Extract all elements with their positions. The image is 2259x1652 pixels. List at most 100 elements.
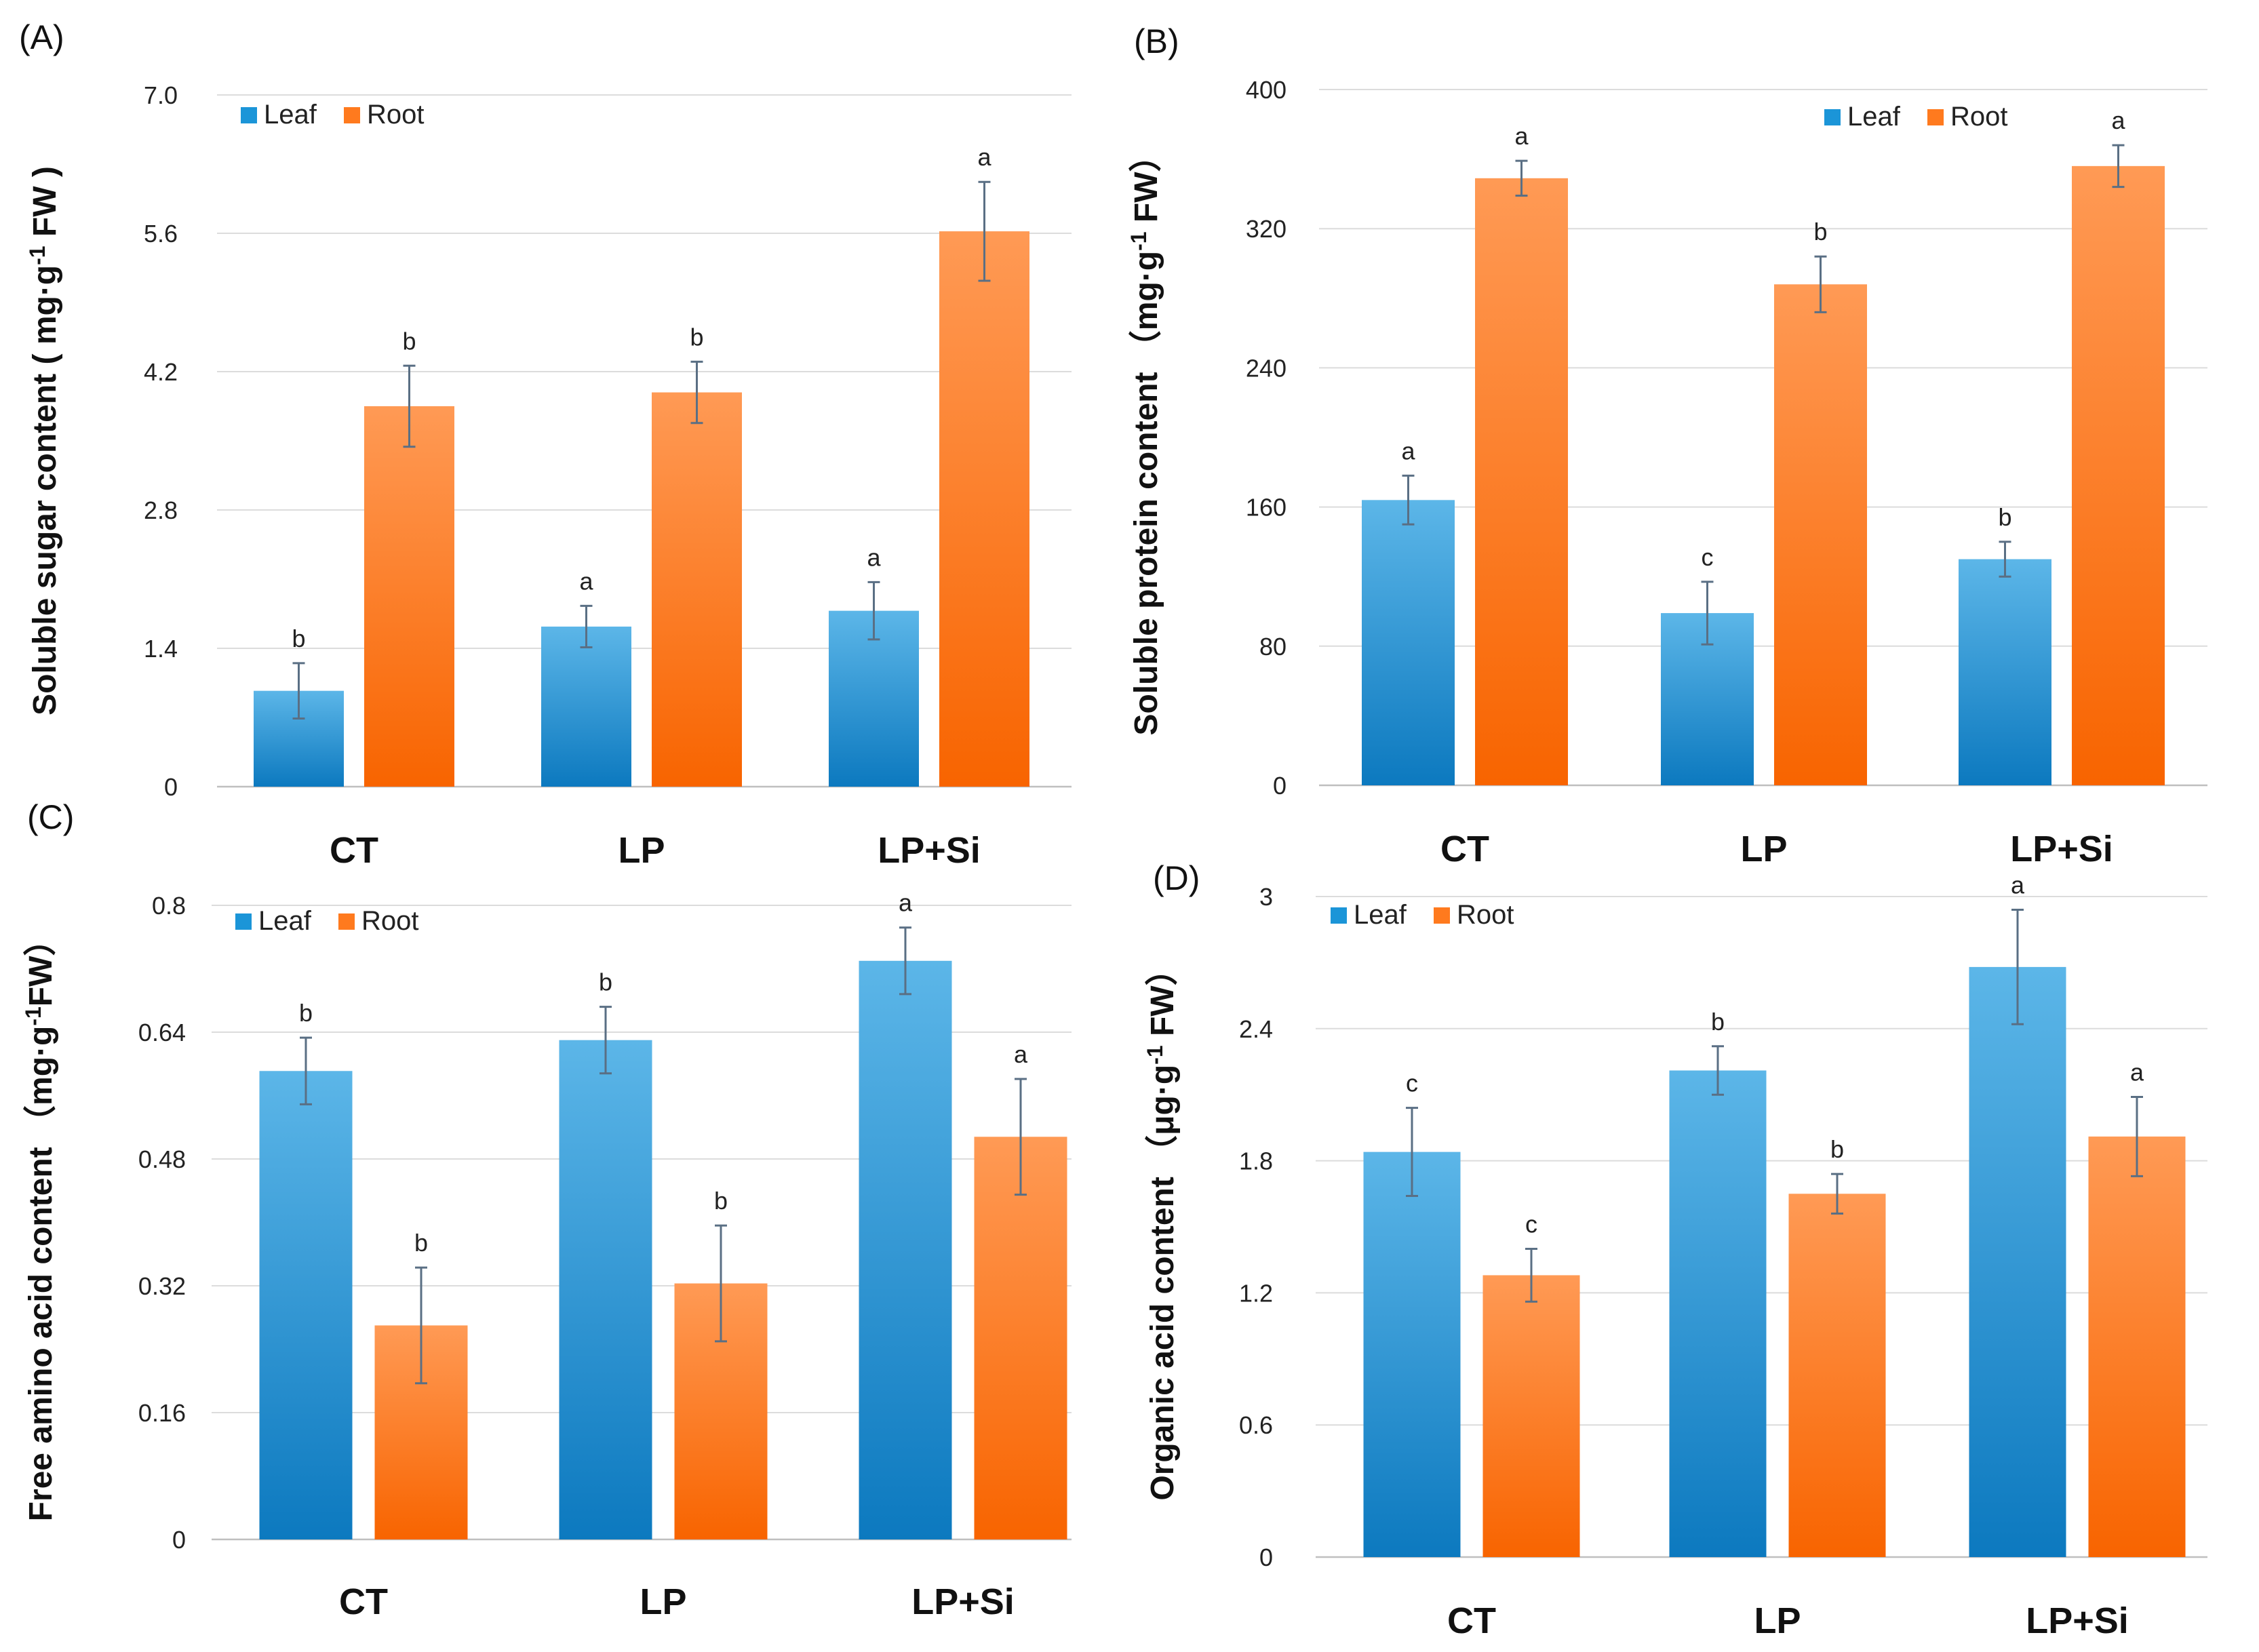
significance-letter: a [2111, 106, 2125, 134]
significance-letter: b [292, 625, 305, 652]
x-category-label: CT [1440, 829, 1489, 869]
significance-letter: a [977, 143, 991, 171]
error-bar-leaf [867, 581, 880, 641]
y-axis-label: Soluble protein content （mg·g-1 FW） [1126, 139, 1164, 735]
error-bar-leaf [300, 1036, 312, 1105]
y-tick-label: 0.16 [138, 1399, 186, 1427]
x-category-label: LP+Si [878, 830, 981, 871]
y-tick-label: 0 [164, 773, 178, 801]
legend-label-root: Root [1950, 102, 2008, 132]
significance-letter: b [1830, 1135, 1844, 1163]
error-bar-leaf [1712, 1045, 1724, 1096]
significance-letter: a [867, 543, 881, 571]
bar-leaf-ct [259, 1071, 353, 1539]
chart-panel-4: (D) 0 0.6 1.2 1.8 2.4 3 Organic acid content （μ… [1143, 859, 2207, 1641]
error-bar-root [1525, 1247, 1537, 1303]
significance-letter: a [2011, 871, 2025, 899]
bar-root-ct [364, 406, 454, 787]
legend: Leaf Root [1331, 900, 1514, 930]
chart-panel-3: (C) 0 0.16 0.32 0.48 0.64 0.8 Free amino acid c… [21, 798, 1072, 1622]
significance-letter: b [1711, 1008, 1725, 1036]
error-bar-leaf [1999, 540, 2011, 578]
error-bar-leaf [600, 1006, 612, 1075]
significance-letter: b [1998, 503, 2011, 531]
legend-label-leaf: Leaf [264, 100, 317, 130]
bar-leaf-lp [1669, 1070, 1767, 1557]
bar-root-lpsi [2072, 165, 2165, 786]
error-bar-root [1015, 1078, 1027, 1196]
y-tick-label: 0 [1273, 772, 1286, 800]
panel-letter: (C) [27, 798, 74, 836]
bar-root-ct [1475, 178, 1568, 785]
error-bar-leaf [2011, 908, 2024, 1025]
y-tick-label: 0.6 [1239, 1411, 1273, 1439]
bar-root-ct [1482, 1275, 1580, 1557]
error-bar-root [1814, 255, 1827, 313]
y-tick-label: 0.8 [152, 892, 186, 920]
bar-leaf-lpsi [1959, 559, 2051, 785]
error-bar-leaf [1406, 1107, 1418, 1198]
legend: Leaf Root [241, 100, 425, 130]
error-bar-root [978, 180, 991, 282]
error-bar-root [403, 364, 416, 448]
legend-swatch-leaf [235, 913, 252, 930]
y-tick-label: 240 [1246, 354, 1286, 382]
y-tick-label: 2.8 [144, 496, 178, 524]
significance-letter: a [1401, 437, 1415, 465]
error-bar-leaf [899, 926, 911, 996]
error-bar-leaf [292, 662, 305, 720]
significance-letter: a [2130, 1058, 2144, 1086]
bar-root-lp [1774, 284, 1867, 785]
x-category-label: LP [1754, 1600, 1801, 1641]
panel-letter: (D) [1153, 859, 1200, 897]
legend-swatch-root [1927, 109, 1944, 125]
bar-leaf-ct [1362, 500, 1455, 785]
significance-letter: c [1702, 543, 1714, 571]
x-category-label: LP [1740, 829, 1787, 869]
y-axis-label: Free amino acid content （mg·g-1FW） [21, 924, 59, 1522]
legend: Leaf Root [1824, 102, 2008, 132]
y-tick-label: 320 [1246, 215, 1286, 243]
bar-leaf-lpsi [1969, 966, 2066, 1557]
error-bar-root [1515, 159, 1528, 197]
legend-label-root: Root [367, 100, 425, 130]
significance-letter: b [690, 323, 703, 351]
significance-letter: a [899, 889, 913, 917]
bar-leaf-ct [1363, 1152, 1461, 1557]
bar-root-lpsi [2088, 1136, 2186, 1557]
bar-root-lpsi [939, 231, 1029, 787]
significance-letter: a [1014, 1040, 1028, 1068]
error-bar-leaf [580, 604, 593, 649]
bar-root-lpsi [974, 1137, 1067, 1539]
significance-letter: b [714, 1187, 728, 1215]
legend-swatch-leaf [1824, 109, 1841, 125]
y-tick-label: 4.2 [144, 358, 178, 386]
y-tick-label: 1.4 [144, 635, 178, 663]
y-tick-label: 1.2 [1239, 1279, 1273, 1307]
y-tick-label: 3 [1259, 883, 1273, 911]
y-tick-label: 160 [1246, 494, 1286, 522]
y-tick-label: 2.4 [1239, 1015, 1273, 1043]
bar-leaf-lpsi [859, 960, 952, 1539]
panel-letter: (B) [1134, 22, 1179, 60]
error-bar-root [2112, 144, 2125, 189]
error-bar-root [2131, 1095, 2143, 1177]
y-axis-label: Organic acid content （μg·g-1 FW） [1143, 953, 1181, 1500]
legend-swatch-root [344, 107, 360, 123]
significance-letter: a [579, 567, 593, 595]
error-bar-root [1831, 1173, 1843, 1215]
significance-letter: c [1406, 1069, 1418, 1097]
error-bar-leaf [1402, 474, 1415, 526]
y-tick-label: 0 [1259, 1543, 1273, 1571]
x-category-label: CT [1447, 1600, 1496, 1641]
y-tick-label: 7.0 [144, 81, 178, 109]
y-tick-label: 5.6 [144, 220, 178, 248]
bar-leaf-lp [559, 1040, 652, 1539]
bar-leaf-lp [541, 626, 631, 787]
legend-swatch-root [1434, 907, 1450, 924]
y-tick-label: 0 [172, 1526, 186, 1554]
x-category-label: LP+Si [2026, 1600, 2129, 1641]
significance-letter: b [414, 1229, 428, 1257]
legend-label-leaf: Leaf [1847, 102, 1901, 132]
